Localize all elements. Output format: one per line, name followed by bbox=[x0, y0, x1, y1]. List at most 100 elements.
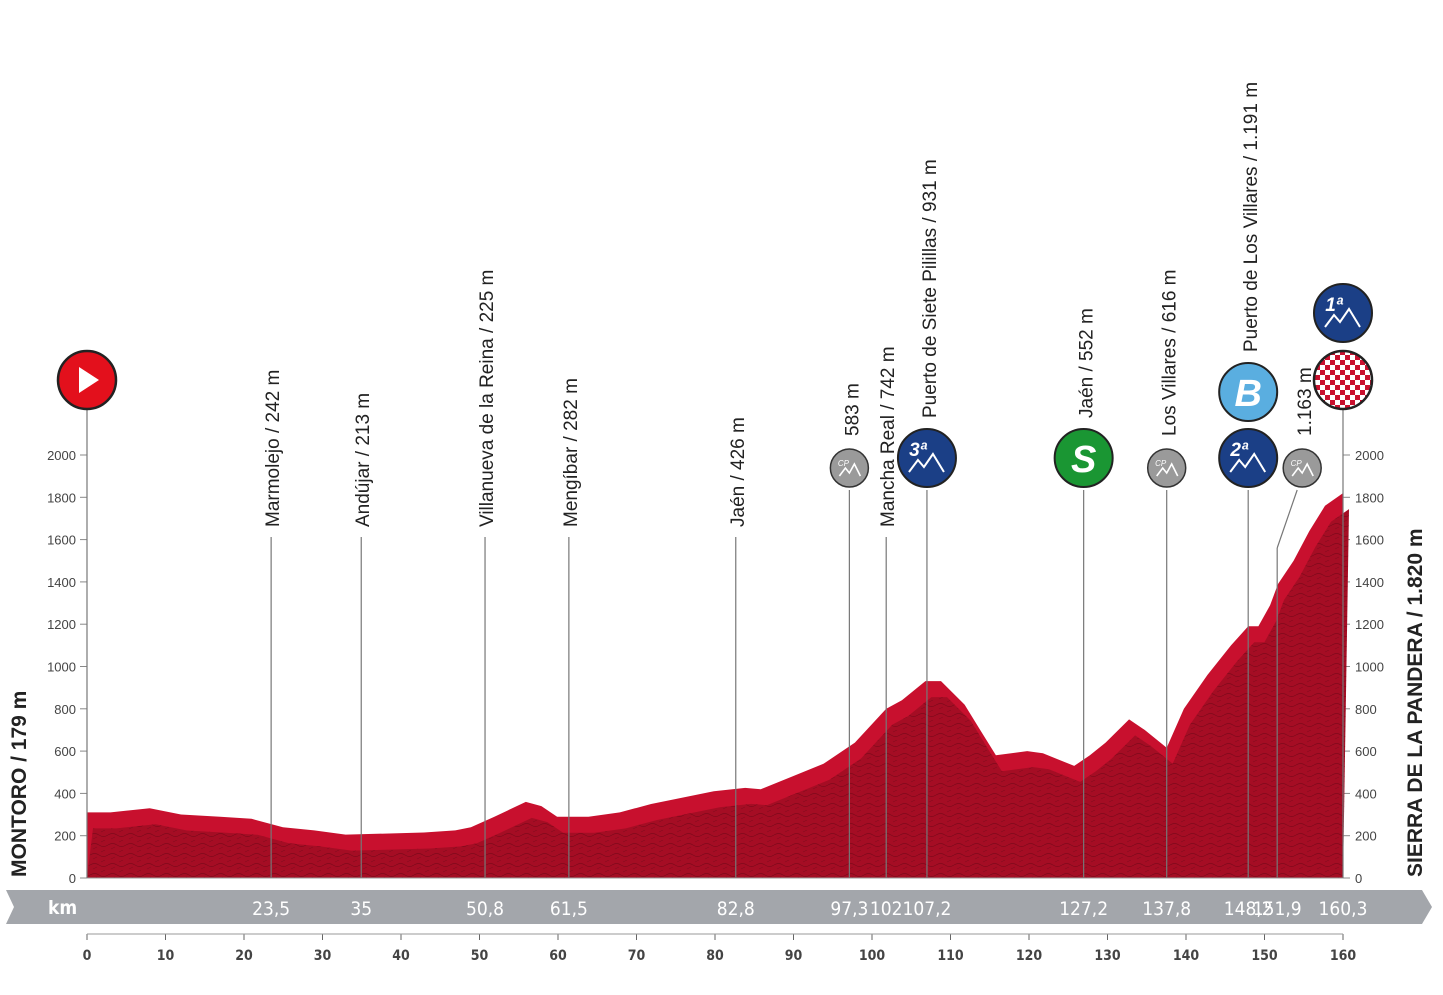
x-tick-label: 80 bbox=[706, 948, 724, 964]
x-tick-label: 70 bbox=[628, 948, 646, 964]
route-point-label: Puerto de Los Villares / 1.191 m bbox=[1241, 82, 1262, 352]
route-point: Andújar / 213 m bbox=[353, 393, 374, 878]
y-tick-label-right: 0 bbox=[1355, 871, 1362, 886]
y-tick-label-right: 200 bbox=[1355, 829, 1377, 844]
y-tick-label-right: 400 bbox=[1355, 786, 1377, 801]
route-point-label: Marmolejo / 242 m bbox=[263, 370, 284, 527]
route-point: Mancha Real / 742 m bbox=[878, 346, 899, 878]
y-tick-label-left: 800 bbox=[54, 702, 76, 717]
route-point-label: Jaén / 552 m bbox=[1077, 308, 1098, 418]
y-tick-label-left: 200 bbox=[54, 829, 76, 844]
x-tick-label: 30 bbox=[314, 948, 332, 964]
km-bar-value: 61,5 bbox=[550, 898, 588, 920]
km-bar-value: 107,2 bbox=[902, 898, 951, 920]
km-bar-value: 23,5 bbox=[252, 898, 290, 920]
route-point-label: Andújar / 213 m bbox=[353, 393, 374, 527]
x-tick-label: 120 bbox=[1016, 948, 1043, 964]
km-bar-value: 160,3 bbox=[1319, 898, 1368, 920]
y-tick-label-left: 2000 bbox=[47, 448, 76, 463]
finish-label: SIERRA DE LA PANDERA / 1.820 m bbox=[1404, 528, 1427, 877]
y-tick-label-right: 1600 bbox=[1355, 533, 1384, 548]
cp-icon bbox=[1146, 448, 1187, 488]
km-bar-unit-label: km bbox=[48, 897, 77, 919]
route-point-label: 583 m bbox=[842, 383, 863, 436]
y-tick-label-left: 1200 bbox=[47, 617, 76, 632]
x-axis: 0 10 20 30 40 50 60 70 80 90 100 110 120 130 140 150 160 bbox=[83, 933, 1357, 964]
climb-3rd-category-icon bbox=[896, 428, 957, 488]
y-tick-label-right: 600 bbox=[1355, 744, 1377, 759]
x-tick-label: 90 bbox=[785, 948, 803, 964]
route-point-label: Mancha Real / 742 m bbox=[878, 346, 899, 527]
x-tick-label: 40 bbox=[392, 948, 410, 964]
route-point: CP 583 m bbox=[829, 383, 870, 878]
climb-category-label: 1ª bbox=[1325, 295, 1344, 316]
route-point: 3ª Puerto de Siete Pilillas / 931 m bbox=[896, 159, 957, 878]
x-tick-label: 150 bbox=[1251, 948, 1278, 964]
route-point: Jaén / 426 m bbox=[728, 417, 749, 878]
finish-flag-icon bbox=[1312, 349, 1374, 411]
bonus-icon bbox=[1218, 362, 1279, 422]
climb-category-label: 2ª bbox=[1229, 440, 1249, 461]
y-tick-label-left: 400 bbox=[54, 786, 76, 801]
x-tick-label: 60 bbox=[549, 948, 567, 964]
y-axis-right: 0 200 400 600 800 1000 1200 1400 1600 1800 2000 bbox=[1343, 448, 1384, 886]
route-point: Marmolejo / 242 m bbox=[263, 370, 284, 878]
x-tick-label: 160 bbox=[1330, 948, 1357, 964]
x-tick-label: 10 bbox=[157, 948, 175, 964]
x-tick-label: 130 bbox=[1094, 948, 1121, 964]
y-axis-left: 0 200 400 600 800 1000 1200 1400 1600 1800 2000 bbox=[47, 448, 87, 886]
climb-2nd-category-icon bbox=[1218, 428, 1279, 488]
route-point-label: 1.163 m bbox=[1295, 367, 1316, 436]
profile-area bbox=[87, 493, 1349, 879]
cp-icon-label: CP bbox=[1291, 459, 1303, 468]
y-tick-label-left: 1600 bbox=[47, 533, 76, 548]
route-point: CP 1.163 m bbox=[1276, 367, 1322, 878]
y-tick-label-left: 1800 bbox=[47, 490, 76, 505]
km-bar-value: 50,8 bbox=[466, 898, 504, 920]
y-tick-label-left: 1400 bbox=[47, 575, 76, 590]
x-tick-label: 0 bbox=[83, 948, 92, 964]
climb-mountain-glyph bbox=[1324, 307, 1361, 328]
cp-icon bbox=[1282, 448, 1322, 488]
y-tick-label-left: 0 bbox=[69, 871, 76, 886]
route-point: Villanueva de la Reina / 225 m bbox=[477, 270, 498, 878]
km-bar-value: 151,9 bbox=[1253, 898, 1302, 920]
sprint-icon bbox=[1053, 428, 1114, 488]
km-bar bbox=[6, 890, 1432, 924]
cp-mountain-glyph bbox=[838, 462, 862, 477]
route-point: Mengíbar / 282 m bbox=[561, 378, 582, 878]
climb-1st-category-icon bbox=[1313, 283, 1373, 343]
x-tick-label: 110 bbox=[937, 948, 964, 964]
y-tick-label-right: 1400 bbox=[1355, 575, 1384, 590]
km-bar-value: 35 bbox=[350, 898, 372, 920]
climb-mountain-glyph bbox=[908, 452, 945, 473]
km-bar-value: 82,8 bbox=[717, 898, 755, 920]
y-tick-label-right: 1200 bbox=[1355, 617, 1384, 632]
route-point-line-bend bbox=[1276, 489, 1298, 549]
km-bar-value: 148,2 bbox=[1224, 898, 1273, 920]
route-point-label: Jaén / 426 m bbox=[728, 417, 749, 527]
bonus-icon-label: B bbox=[1234, 373, 1261, 415]
km-bar-value: 102 bbox=[870, 898, 903, 920]
x-tick-label: 100 bbox=[859, 948, 886, 964]
cp-mountain-glyph bbox=[1291, 462, 1314, 477]
y-tick-label-right: 1000 bbox=[1355, 660, 1384, 675]
route-point: 2ª B Puerto de Los Villares / 1.191 m bbox=[1218, 82, 1279, 878]
route-markers: Marmolejo / 242 m Andújar / 213 m Villanue… bbox=[56, 82, 1374, 878]
km-bar-values: 23,5 35 50,8 61,5 82,8 97,3 102 107,2 127,2 137,8… bbox=[252, 898, 1367, 920]
route-point-label: Mengíbar / 282 m bbox=[561, 378, 582, 527]
cp-mountain-glyph bbox=[1156, 462, 1179, 477]
cp-icon-label: CP bbox=[838, 459, 850, 468]
y-tick-label-left: 600 bbox=[54, 744, 76, 759]
route-point-label: Los Villares / 616 m bbox=[1160, 269, 1181, 436]
y-tick-label-left: 1000 bbox=[47, 660, 76, 675]
y-tick-label-right: 2000 bbox=[1355, 448, 1384, 463]
start-label: MONTORO / 179 m bbox=[8, 691, 31, 877]
x-tick-label: 20 bbox=[235, 948, 253, 964]
km-bar-value: 137,8 bbox=[1142, 898, 1191, 920]
x-tick-label: 140 bbox=[1173, 948, 1200, 964]
start-play-triangle bbox=[79, 367, 99, 393]
km-bar-value: 97,3 bbox=[830, 898, 868, 920]
climb-mountain-glyph bbox=[1229, 452, 1267, 473]
